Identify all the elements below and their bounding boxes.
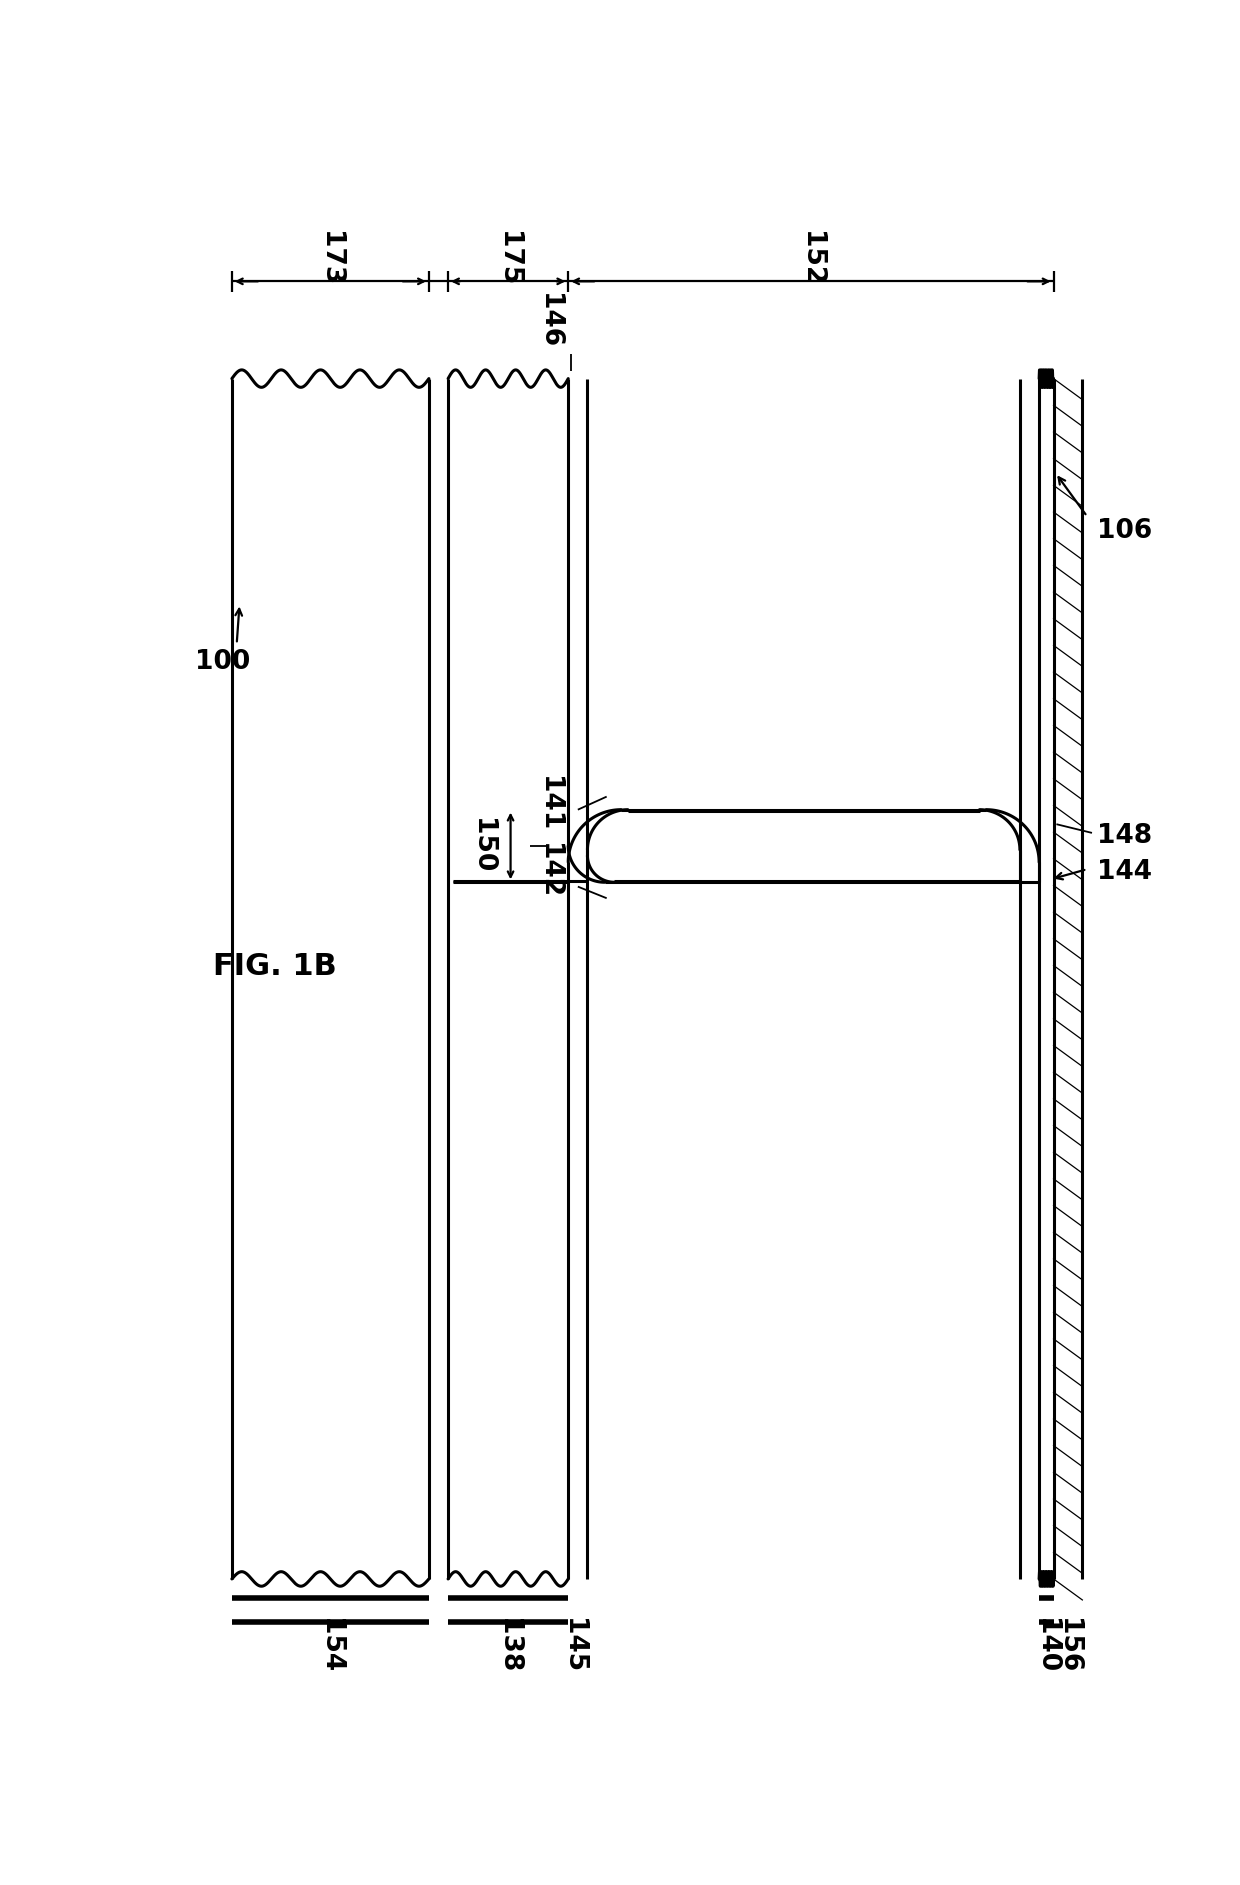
Text: FIG. 1B: FIG. 1B <box>213 952 336 980</box>
Text: 138: 138 <box>495 1617 521 1674</box>
Text: 100: 100 <box>195 648 250 675</box>
Text: 148: 148 <box>1096 824 1152 848</box>
Text: 141: 141 <box>536 777 562 831</box>
Text: 175: 175 <box>495 230 521 287</box>
Text: 156: 156 <box>1055 1617 1081 1674</box>
Text: 145: 145 <box>560 1617 587 1674</box>
Text: 140: 140 <box>1033 1617 1059 1674</box>
Text: 152: 152 <box>797 230 823 287</box>
Text: 173: 173 <box>317 230 343 287</box>
Text: 146: 146 <box>536 292 562 349</box>
Text: 144: 144 <box>1096 860 1152 886</box>
Text: 150: 150 <box>469 818 495 873</box>
Text: 106: 106 <box>1096 518 1152 545</box>
Text: 154: 154 <box>317 1617 343 1674</box>
Text: 142: 142 <box>536 843 562 899</box>
